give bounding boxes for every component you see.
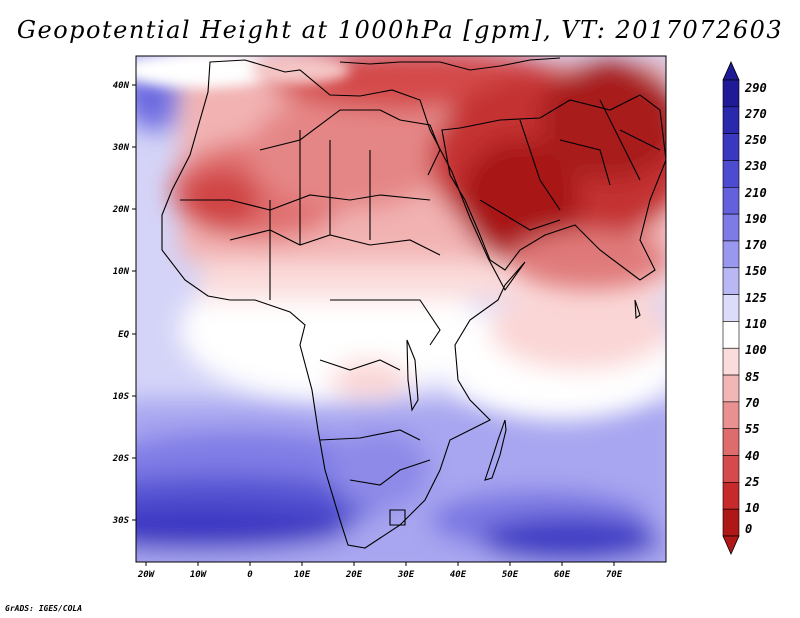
colorbar-label: 290	[745, 81, 767, 95]
colorbar-box	[722, 347, 740, 376]
colorbar-box	[722, 374, 740, 403]
credit-text: GrADS: IGES/COLA	[5, 604, 83, 613]
colorbar-label: 25	[745, 475, 760, 489]
colorbar-box	[722, 455, 740, 483]
x-tick-label: 40E	[450, 570, 467, 580]
colorbar-box	[722, 428, 740, 456]
coastlines	[161, 57, 666, 549]
colorbar-label: 0	[745, 522, 753, 536]
colorbar	[722, 61, 740, 555]
y-tick-label: 10N	[113, 267, 130, 277]
x-tick-label: 20E	[345, 570, 363, 580]
y-tick-label: 20N	[112, 205, 130, 215]
colorbar-label: 40	[745, 449, 760, 463]
colorbar-box	[722, 294, 740, 322]
colorbar-box	[722, 79, 740, 108]
colorbar-label: 100	[745, 343, 767, 357]
colorbar-bottom-arrow	[722, 535, 740, 555]
colorbar-label: 230	[745, 159, 767, 173]
colorbar-box	[722, 482, 740, 510]
x-tick-label: 0	[247, 570, 253, 580]
height-field	[136, 56, 666, 562]
colorbar-box	[722, 321, 740, 349]
x-tick-label: 70E	[606, 570, 623, 580]
y-tick-labels: 40N 30N 20N 10N EQ 10S 20S 30S	[112, 81, 130, 526]
y-ticks	[132, 84, 136, 521]
y-tick-label: 40N	[113, 81, 130, 91]
colorbar-label: 270	[745, 107, 767, 121]
x-tick-label: 30E	[397, 570, 415, 580]
y-tick-label: 30N	[112, 143, 130, 153]
colorbar-box	[722, 267, 740, 295]
x-tick-label: 20W	[137, 570, 156, 580]
x-tick-labels: 20W 10W 0 10E 20E 30E 40E 50E 60E 70E	[137, 570, 623, 580]
colorbar-label: 70	[745, 396, 760, 410]
colorbar-label: 170	[745, 238, 767, 252]
y-tick-label: 20S	[112, 454, 130, 464]
colorbar-box	[722, 401, 740, 430]
colorbar-box	[722, 133, 740, 161]
colorbar-label: 10	[745, 501, 760, 515]
colorbar-label: 55	[745, 422, 760, 436]
colorbar-box	[722, 106, 740, 134]
colorbar-label: 150	[745, 264, 767, 278]
colorbar-label: 110	[745, 317, 767, 331]
colorbar-box	[722, 240, 740, 269]
colorbar-box	[722, 160, 740, 188]
colorbar-box	[722, 186, 740, 215]
colorbar-label: 190	[745, 212, 767, 226]
colorbar-top-arrow	[722, 61, 740, 81]
map-title: Geopotential Height at 1000hPa [gpm], VT…	[16, 16, 784, 44]
y-tick-label: EQ	[118, 330, 129, 340]
y-tick-label: 10S	[113, 392, 130, 402]
colorbar-label: 85	[745, 370, 760, 384]
x-ticks	[145, 562, 615, 566]
colorbar-box	[722, 213, 740, 242]
x-tick-label: 50E	[502, 570, 519, 580]
plot-frame	[135, 55, 667, 563]
colorbar-label: 125	[745, 291, 767, 305]
x-tick-label: 10E	[294, 570, 311, 580]
colorbar-label: 250	[745, 133, 767, 147]
colorbar-label: 210	[745, 186, 767, 200]
colorbar-box	[722, 508, 740, 537]
x-tick-label: 10W	[190, 570, 208, 580]
x-tick-label: 60E	[554, 570, 571, 580]
y-tick-label: 30S	[112, 516, 130, 526]
